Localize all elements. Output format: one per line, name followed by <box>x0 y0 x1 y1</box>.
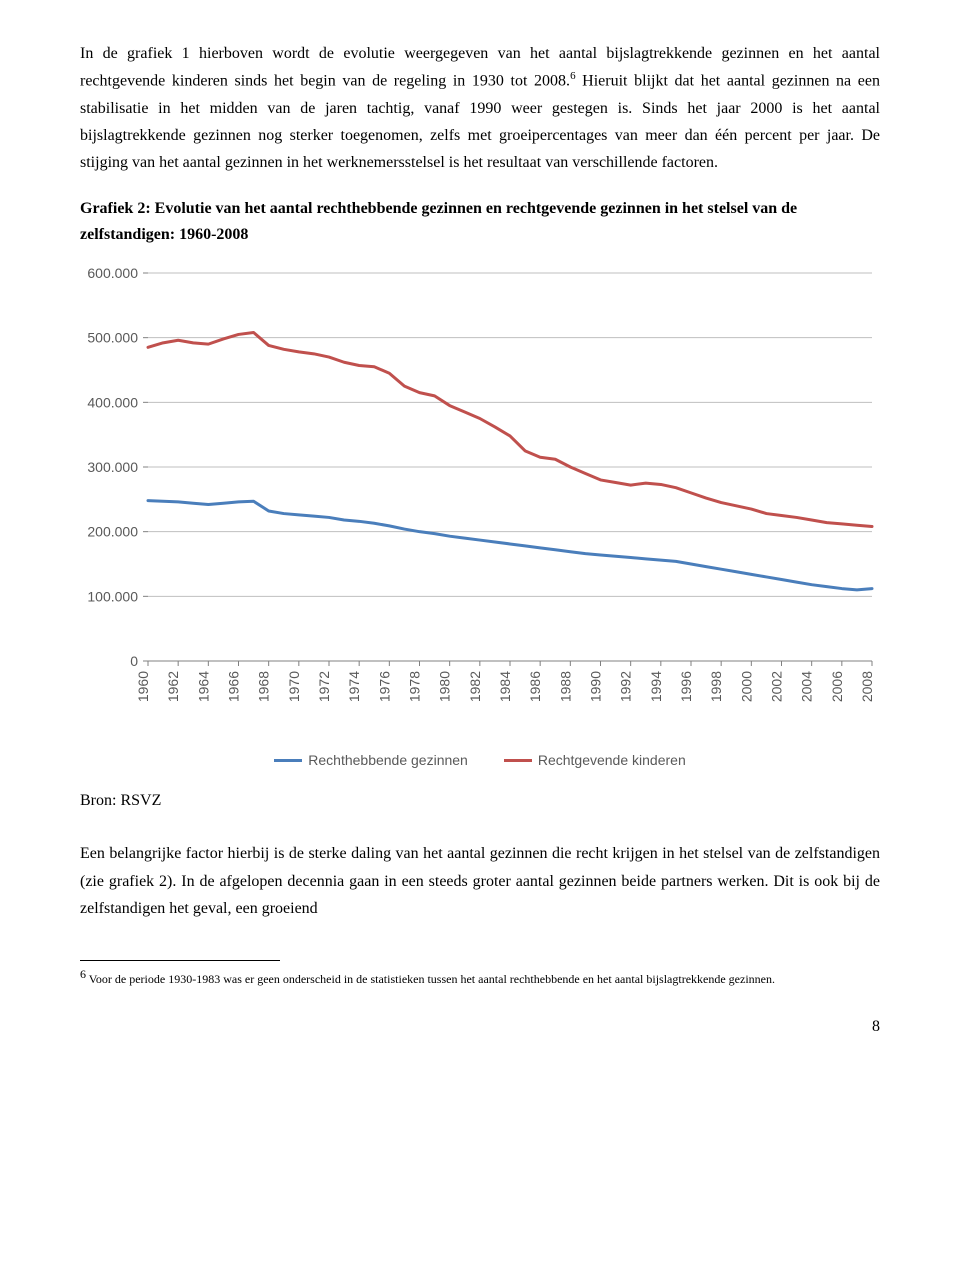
legend-swatch-1 <box>274 759 302 762</box>
svg-text:0: 0 <box>130 653 138 669</box>
legend-label-2: Rechtgevende kinderen <box>538 752 686 768</box>
svg-text:1976: 1976 <box>376 671 392 702</box>
svg-text:200.000: 200.000 <box>87 524 138 540</box>
svg-text:2002: 2002 <box>769 671 785 702</box>
svg-text:1982: 1982 <box>467 671 483 702</box>
svg-text:1964: 1964 <box>195 671 211 702</box>
svg-text:1998: 1998 <box>708 671 724 702</box>
svg-text:1966: 1966 <box>226 671 242 702</box>
svg-text:500.000: 500.000 <box>87 330 138 346</box>
svg-text:1968: 1968 <box>256 671 272 702</box>
svg-text:1970: 1970 <box>286 671 302 702</box>
svg-text:1960: 1960 <box>135 671 151 702</box>
svg-text:2008: 2008 <box>859 671 875 702</box>
svg-text:1992: 1992 <box>618 671 634 702</box>
legend-item-rechtgevende: Rechtgevende kinderen <box>504 752 686 768</box>
line-chart-svg: 0 100.000 200.000 300.000 400.000 500.000 600.… <box>80 261 880 741</box>
svg-text:400.000: 400.000 <box>87 395 138 411</box>
svg-text:1962: 1962 <box>165 671 181 702</box>
page-number: 8 <box>80 1018 880 1036</box>
svg-text:1980: 1980 <box>437 671 453 702</box>
paragraph-1: In de grafiek 1 hierboven wordt de evolu… <box>80 40 880 176</box>
legend-swatch-2 <box>504 759 532 762</box>
svg-text:300.000: 300.000 <box>87 459 138 475</box>
source-label: Bron: RSVZ <box>80 792 880 810</box>
svg-text:1984: 1984 <box>497 671 513 702</box>
paragraph-2: Een belangrijke factor hierbij is de ste… <box>80 840 880 922</box>
svg-text:1972: 1972 <box>316 671 332 702</box>
svg-text:1986: 1986 <box>527 671 543 702</box>
svg-text:600.000: 600.000 <box>87 265 138 281</box>
svg-text:1978: 1978 <box>407 671 423 702</box>
footnote-6: 6 Voor de periode 1930-1983 was er geen … <box>80 967 880 988</box>
svg-text:2006: 2006 <box>829 671 845 702</box>
svg-text:1974: 1974 <box>346 671 362 702</box>
legend-item-rechthebbende: Rechthebbende gezinnen <box>274 752 468 768</box>
chart-grafiek-2: 0 100.000 200.000 300.000 400.000 500.000 600.… <box>80 261 880 768</box>
footnote-divider <box>80 960 280 961</box>
svg-text:1990: 1990 <box>588 671 604 702</box>
chart-legend: Rechthebbende gezinnen Rechtgevende kind… <box>80 752 880 768</box>
legend-label-1: Rechthebbende gezinnen <box>308 752 468 768</box>
svg-text:2004: 2004 <box>799 671 815 702</box>
svg-text:1994: 1994 <box>648 671 664 702</box>
svg-text:1996: 1996 <box>678 671 694 702</box>
chart-heading: Grafiek 2: Evolutie van het aantal recht… <box>80 196 880 247</box>
svg-text:1988: 1988 <box>557 671 573 702</box>
svg-text:100.000: 100.000 <box>87 589 138 605</box>
footnote-text: Voor de periode 1930-1983 was er geen on… <box>86 972 775 986</box>
svg-text:2000: 2000 <box>738 671 754 702</box>
